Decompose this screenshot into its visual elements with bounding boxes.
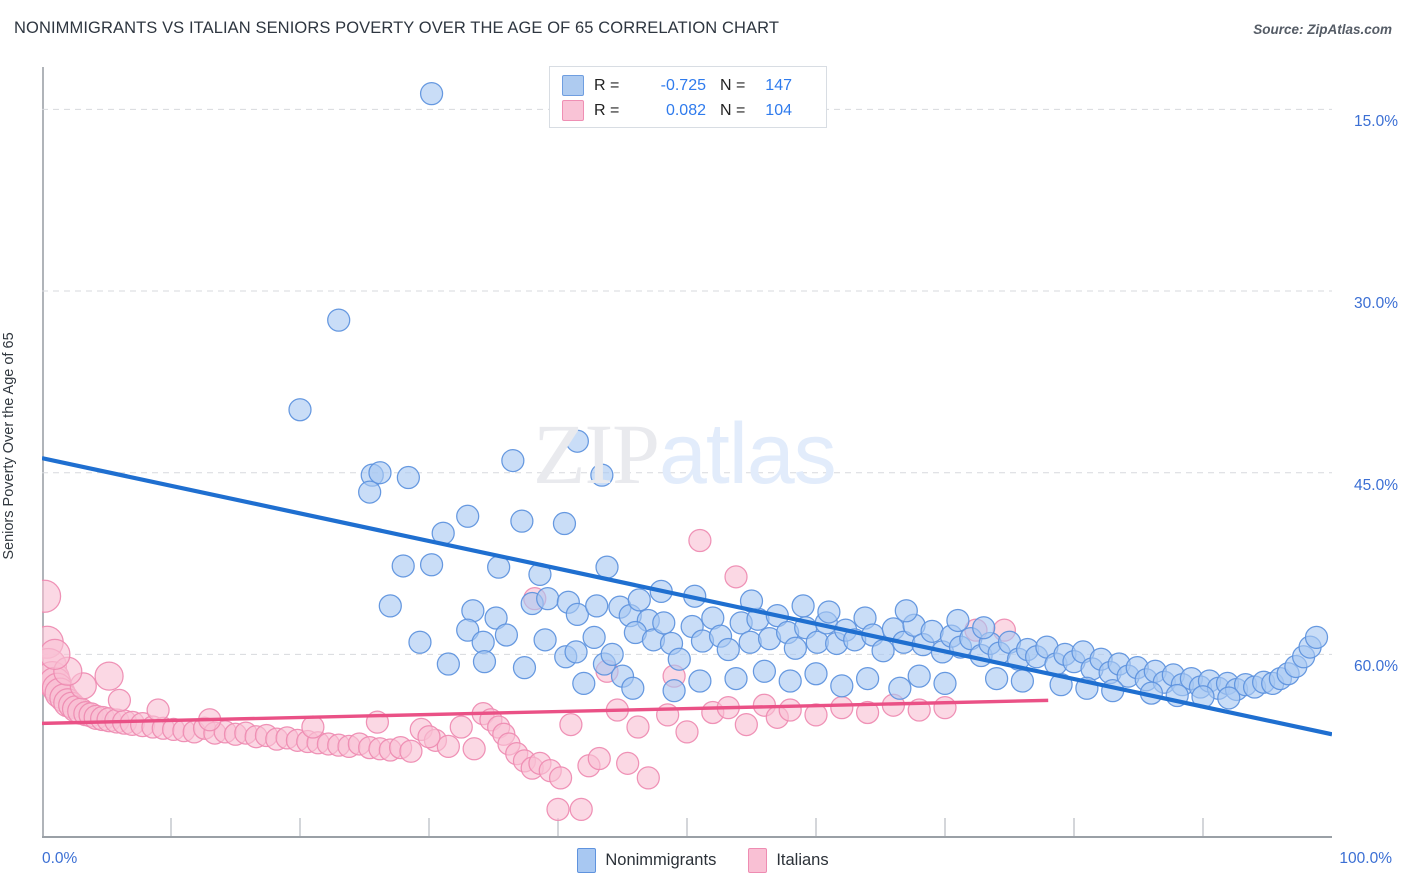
y-axis-tick-label: 30.0% (1354, 295, 1398, 313)
y-axis-tick-label: 45.0% (1354, 476, 1398, 494)
y-axis-tick-label: 60.0% (1354, 658, 1398, 676)
stats-r-label-blue: R = (594, 76, 620, 94)
plot-area (42, 67, 1332, 836)
stats-r-value-pink: 0.082 (665, 101, 706, 119)
source-attribution: Source: ZipAtlas.com (1253, 22, 1392, 37)
stats-swatch-italians (562, 100, 584, 121)
page-title: NONIMMIGRANTS VS ITALIAN SENIORS POVERTY… (14, 19, 780, 37)
stats-n-value-blue: 147 (765, 76, 792, 94)
y-axis-title: Seniors Poverty Over the Age of 65 (1, 332, 17, 560)
legend-swatch-nonimmigrants (577, 848, 597, 873)
x-axis-max-label: 100.0% (1339, 850, 1392, 867)
correlation-stats-legend: R = -0.725 N = 147 R = 0.082 N = 104 (549, 66, 827, 128)
stats-r-value-blue: -0.725 (660, 76, 706, 94)
y-axis-line (42, 67, 44, 836)
stats-n-label-blue: N = (720, 76, 746, 94)
y-axis-tick-label: 15.0% (1354, 113, 1398, 131)
stats-n-value-pink: 104 (765, 101, 792, 119)
stats-row-italians: R = 0.082 N = 104 (562, 98, 816, 123)
x-axis-line (42, 836, 1332, 838)
legend-label-nonimmigrants: Nonimmigrants (605, 851, 717, 869)
legend-label-italians: Italians (776, 851, 829, 869)
legend-item-italians[interactable]: Italians (748, 848, 829, 873)
legend-item-nonimmigrants[interactable]: Nonimmigrants (577, 848, 716, 873)
stats-row-nonimmigrants: R = -0.725 N = 147 (562, 73, 816, 98)
y-axis-title-wrapper: Seniors Poverty Over the Age of 65 (0, 0, 34, 892)
series-nonimmigrants (288, 82, 1329, 710)
series-legend: Nonimmigrants Italians (0, 848, 1406, 873)
scatter-canvas (42, 82, 1332, 836)
stats-n-label-pink: N = (720, 101, 746, 119)
stats-r-label-pink: R = (594, 101, 620, 119)
legend-swatch-italians (748, 848, 768, 873)
x-axis-min-label: 0.0% (42, 850, 78, 867)
stats-swatch-nonimmigrants (562, 75, 584, 96)
